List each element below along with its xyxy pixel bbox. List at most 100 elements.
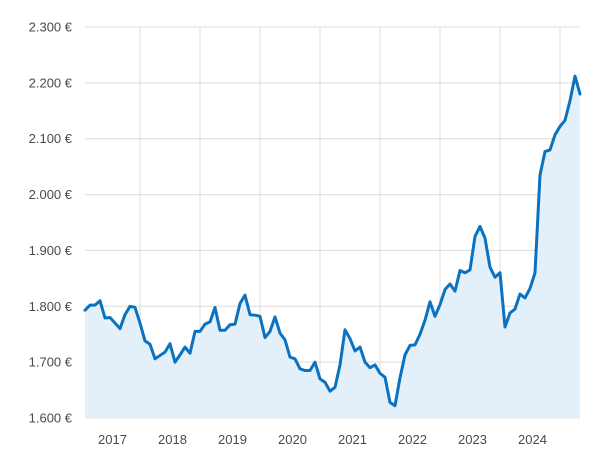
data-point: [409, 344, 411, 346]
data-point: [504, 326, 506, 328]
data-point: [399, 377, 401, 379]
data-point: [519, 293, 521, 295]
y-tick-label: 1.700 €: [29, 355, 73, 370]
data-point: [314, 361, 316, 363]
data-point: [434, 315, 436, 317]
data-point: [404, 354, 406, 356]
data-point: [159, 354, 161, 356]
data-point: [149, 343, 151, 345]
data-point: [289, 356, 291, 358]
data-point: [374, 364, 376, 366]
x-tick-label: 2018: [158, 432, 187, 447]
data-point: [99, 300, 101, 302]
data-point: [114, 322, 116, 324]
y-tick-label: 2.100 €: [29, 131, 73, 146]
data-point: [274, 316, 276, 318]
data-point: [564, 119, 566, 121]
data-point: [109, 316, 111, 318]
data-point: [169, 343, 171, 345]
data-point: [559, 125, 561, 127]
data-point: [464, 272, 466, 274]
x-tick-label: 2023: [458, 432, 487, 447]
data-point: [279, 332, 281, 334]
data-point: [394, 405, 396, 407]
data-point: [424, 319, 426, 321]
data-point: [154, 358, 156, 360]
data-point: [419, 333, 421, 335]
data-point: [429, 301, 431, 303]
data-point: [509, 312, 511, 314]
data-point: [539, 174, 541, 176]
x-tick-label: 2021: [338, 432, 367, 447]
y-tick-label: 2.000 €: [29, 187, 73, 202]
data-point: [339, 364, 341, 366]
data-point: [484, 237, 486, 239]
data-point: [239, 302, 241, 304]
data-point: [474, 235, 476, 237]
data-point: [179, 354, 181, 356]
data-point: [579, 93, 581, 95]
data-point: [259, 315, 261, 317]
data-point: [439, 303, 441, 305]
data-point: [234, 323, 236, 325]
data-point: [554, 134, 556, 136]
y-tick-label: 1.800 €: [29, 299, 73, 314]
data-point: [199, 330, 201, 332]
x-tick-label: 2022: [398, 432, 427, 447]
data-point: [489, 266, 491, 268]
data-point: [224, 329, 226, 331]
data-point: [479, 225, 481, 227]
area-layer: [83, 74, 582, 419]
data-point: [264, 336, 266, 338]
data-point: [344, 329, 346, 331]
data-point: [249, 313, 251, 315]
data-point: [569, 100, 571, 102]
y-tick-label: 1.900 €: [29, 243, 73, 258]
data-point: [229, 324, 231, 326]
data-point: [329, 390, 331, 392]
data-point: [364, 361, 366, 363]
data-point: [174, 361, 176, 363]
data-point: [449, 283, 451, 285]
data-point: [194, 330, 196, 332]
x-tick-label: 2020: [278, 432, 307, 447]
data-point: [84, 309, 86, 311]
y-tick-label: 2.200 €: [29, 75, 73, 90]
data-point: [119, 327, 121, 329]
data-point: [284, 339, 286, 341]
data-point: [369, 367, 371, 369]
data-point: [294, 358, 296, 360]
data-point: [534, 272, 536, 274]
y-tick-label: 1.600 €: [29, 411, 73, 426]
data-point: [354, 350, 356, 352]
data-point: [529, 287, 531, 289]
data-point: [379, 372, 381, 374]
data-point: [544, 150, 546, 152]
data-point: [384, 376, 386, 378]
data-point: [94, 304, 96, 306]
data-point: [219, 329, 221, 331]
data-point: [254, 314, 256, 316]
data-point: [459, 269, 461, 271]
x-tick-label: 2017: [98, 432, 127, 447]
data-point: [124, 313, 126, 315]
data-point: [389, 401, 391, 403]
x-axis-ticks: 2017 2018 2019 2020 2021 2022 2023 2024: [98, 432, 547, 447]
data-point: [524, 297, 526, 299]
series-line: [83, 74, 582, 408]
data-point: [414, 344, 416, 346]
data-point: [454, 290, 456, 292]
data-point: [299, 368, 301, 370]
data-point: [309, 369, 311, 371]
series-area: [85, 76, 580, 419]
data-point: [89, 304, 91, 306]
data-point: [209, 321, 211, 323]
data-point: [139, 322, 141, 324]
data-point: [214, 306, 216, 308]
y-axis-ticks: 1.600 € 1.700 € 1.800 € 1.900 € 2.000 € 2.100…: [29, 20, 73, 426]
data-point: [499, 272, 501, 274]
data-point: [574, 75, 576, 77]
data-point: [129, 305, 131, 307]
data-point: [349, 337, 351, 339]
data-point: [549, 149, 551, 151]
